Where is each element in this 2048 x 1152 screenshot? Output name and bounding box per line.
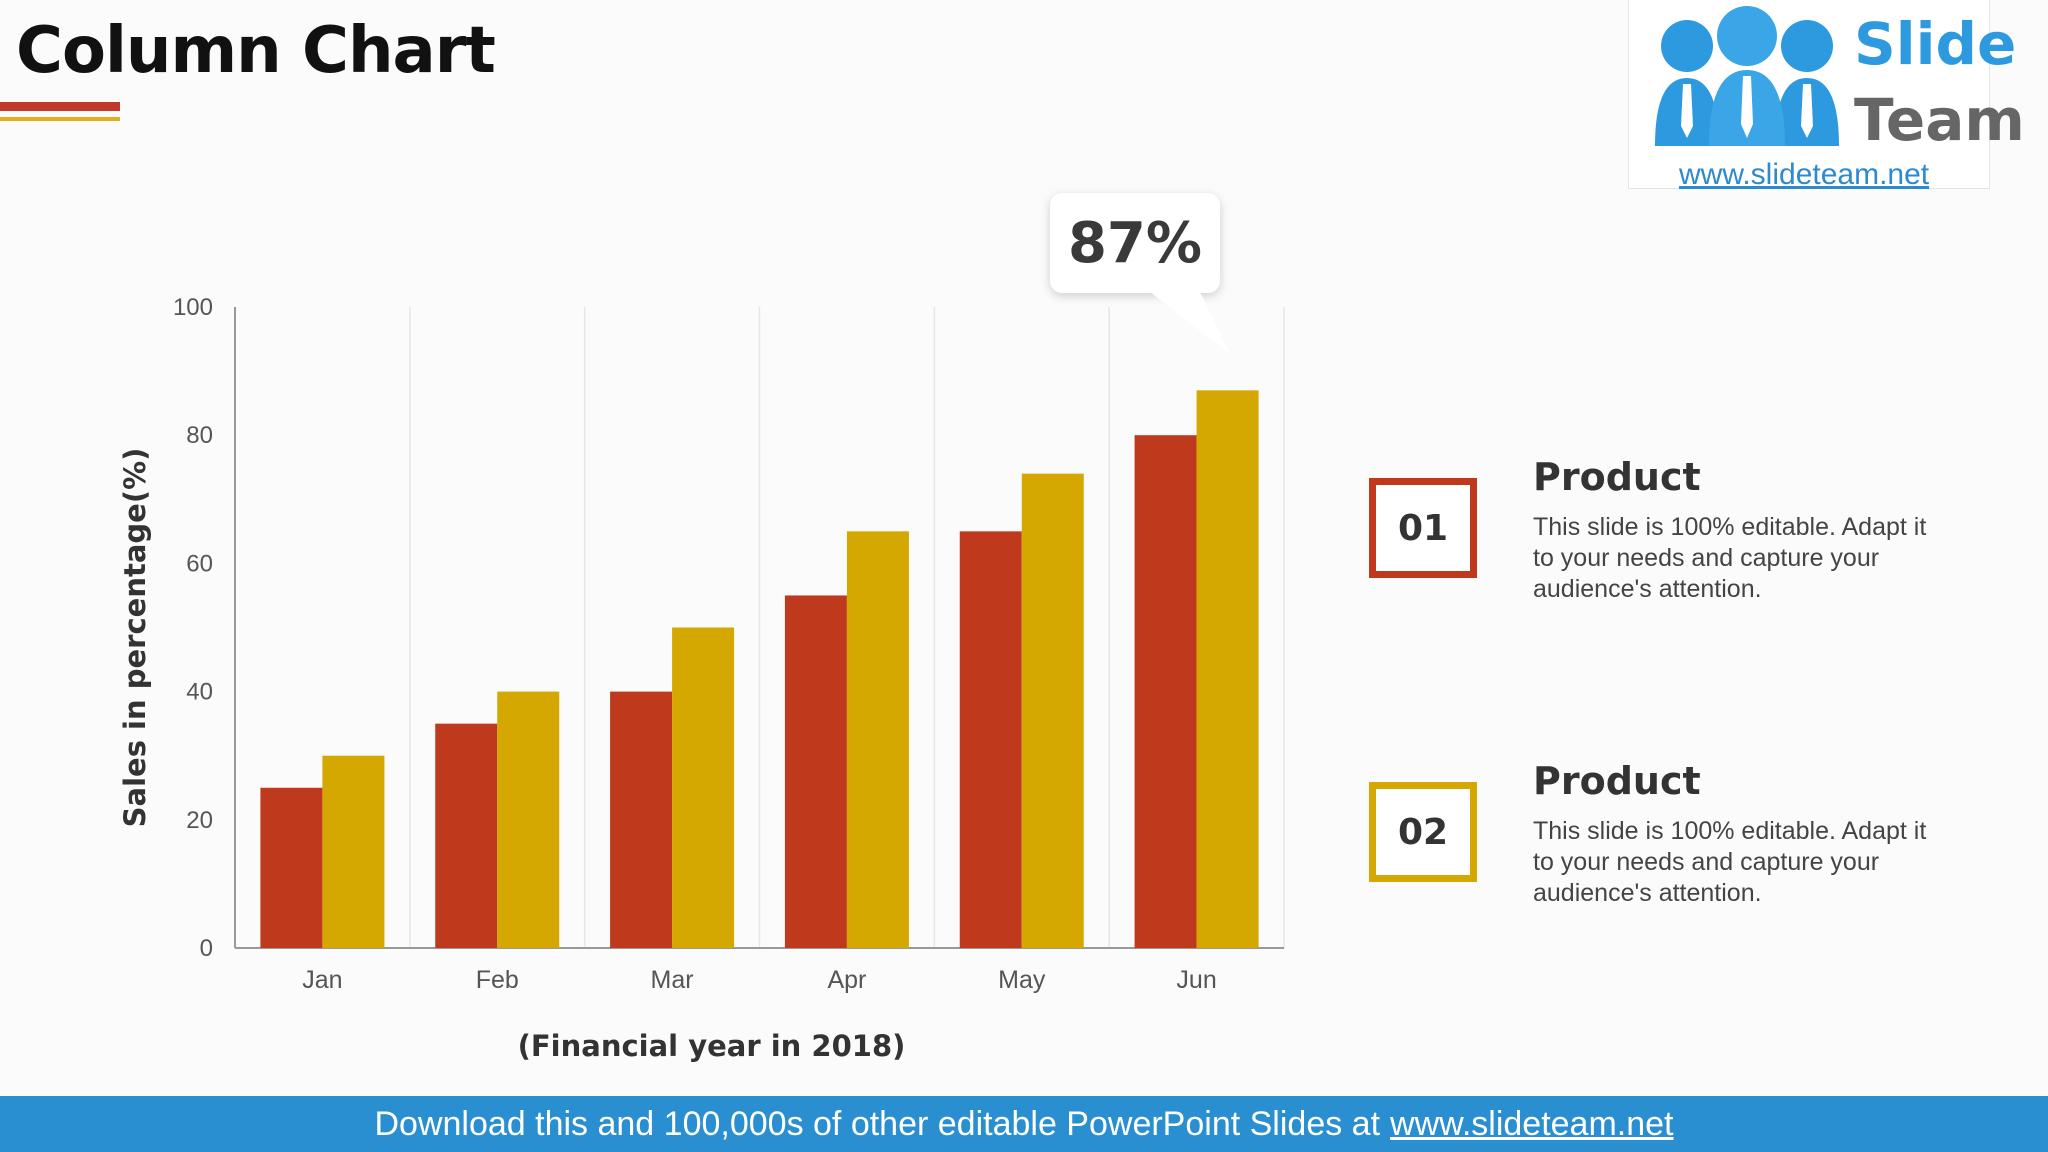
- legend-number-box-01: 01: [1369, 478, 1477, 578]
- x-axis-title: (Financial year in 2018): [518, 1029, 906, 1063]
- legend-number-box-02: 02: [1369, 782, 1477, 882]
- legend-description-01: This slide is 100% editable. Adapt it to…: [1533, 512, 1963, 605]
- title-underline-red: [0, 102, 120, 111]
- legend-title-01: Product: [1533, 455, 1701, 499]
- highlight-callout: 87%: [1050, 193, 1220, 293]
- x-tick-label: May: [998, 966, 1046, 994]
- bar: [1021, 473, 1084, 948]
- title-underline-gold: [0, 117, 120, 121]
- bar: [1134, 435, 1197, 948]
- legend-description-line: This slide is 100% editable. Adapt it: [1533, 817, 1927, 845]
- legend-description-02: This slide is 100% editable. Adapt it to…: [1533, 816, 1963, 909]
- bar: [610, 691, 673, 948]
- logo-url-link[interactable]: www.slideteam.net: [1679, 158, 1930, 191]
- callout-pointer: [1150, 292, 1230, 354]
- column-chart: 0 20 40 60 80 100 Jan Feb Mar Apr May Jun Sales in p…: [118, 294, 1285, 1063]
- y-tick-label: 0: [200, 935, 213, 962]
- x-tick-label: Apr: [827, 966, 866, 994]
- x-tick-label: Jan: [302, 966, 342, 994]
- bar: [846, 531, 909, 948]
- bar: [959, 531, 1022, 948]
- team-people-icon: [1655, 6, 1839, 146]
- y-tick-label: 60: [186, 550, 213, 577]
- y-tick-label: 20: [186, 807, 213, 834]
- y-tick-label: 40: [186, 679, 213, 706]
- bar: [672, 627, 735, 948]
- legend-description-line: audience's attention.: [1533, 575, 1762, 603]
- logo-word-team: Team: [1854, 86, 2025, 154]
- bar: [435, 723, 498, 948]
- bar: [1196, 390, 1259, 949]
- x-tick-label: Jun: [1176, 966, 1216, 994]
- slideteam-logo[interactable]: Slide Team www.slideteam.net: [1628, 0, 2025, 191]
- y-tick-label: 100: [173, 294, 213, 321]
- legend-description-line: to your needs and capture your: [1533, 544, 1880, 572]
- legend-description-line: This slide is 100% editable. Adapt it: [1533, 513, 1927, 541]
- logo-word-slide: Slide: [1854, 10, 2017, 78]
- bar: [497, 691, 560, 948]
- bar: [260, 787, 323, 948]
- banner-link[interactable]: www.slideteam.net: [1390, 1104, 1674, 1143]
- legend-title-02: Product: [1533, 759, 1701, 803]
- x-tick-label: Mar: [651, 966, 694, 994]
- slide-title: Column Chart: [16, 14, 496, 88]
- bar: [784, 595, 847, 948]
- x-tick-label: Feb: [476, 966, 519, 994]
- banner-text: Download this and 100,000s of other edit…: [374, 1104, 1381, 1143]
- y-tick-label: 80: [186, 422, 213, 449]
- legend-description-line: to your needs and capture your: [1533, 848, 1880, 876]
- download-banner[interactable]: Download this and 100,000s of other edit…: [0, 1096, 2048, 1152]
- y-axis-title: Sales in percentage(%): [118, 448, 152, 828]
- bar: [322, 755, 385, 948]
- legend-description-line: audience's attention.: [1533, 879, 1762, 907]
